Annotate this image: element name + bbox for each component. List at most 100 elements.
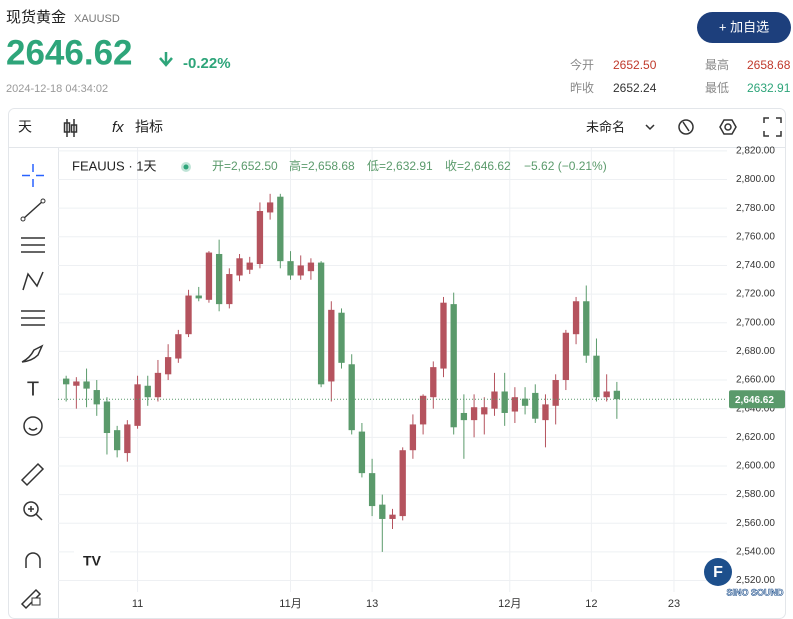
stat-label: 最低 xyxy=(705,81,729,95)
candle-body xyxy=(277,196,284,262)
candle-body xyxy=(164,357,172,375)
magnet-tool[interactable] xyxy=(25,552,41,568)
candle-body xyxy=(348,364,355,431)
fullscreen-button[interactable] xyxy=(763,117,782,137)
down-arrow xyxy=(159,52,173,67)
legend-close: 收=2,646.62 xyxy=(445,159,511,173)
legend-symbol: FEAUUS · 1天 xyxy=(72,158,157,173)
tv-logo-text: TV xyxy=(83,553,102,569)
fx-icon: fx xyxy=(112,119,124,136)
emoji-tool[interactable] xyxy=(23,416,43,436)
brush-tool[interactable] xyxy=(21,344,44,363)
candle-body xyxy=(113,430,121,451)
candle-body xyxy=(195,295,202,299)
y-tick-label: 2,560.00 xyxy=(736,518,775,529)
candle-body xyxy=(185,295,192,335)
x-tick-label: 12月 xyxy=(498,598,521,610)
candle-body xyxy=(226,274,233,305)
stat-value: 2652.50 xyxy=(613,58,657,72)
interval-button[interactable]: 天 xyxy=(18,119,32,135)
candle-body xyxy=(542,404,549,421)
y-tick-label: 2,780.00 xyxy=(736,203,775,214)
y-tick-label: 2,700.00 xyxy=(736,317,775,328)
candle-body xyxy=(205,252,213,300)
y-tick-label: 2,760.00 xyxy=(736,231,775,242)
y-tick-label: 2,580.00 xyxy=(736,489,775,500)
zoom-tool[interactable] xyxy=(23,501,43,521)
candle-body xyxy=(511,397,519,412)
candle-body xyxy=(552,380,559,406)
add-watch-button[interactable] xyxy=(697,12,791,43)
candle-body xyxy=(562,332,570,381)
y-tick-label: 2,660.00 xyxy=(736,375,775,386)
candle-body xyxy=(593,355,600,398)
x-tick-label: 11月 xyxy=(279,598,301,610)
candle-body xyxy=(470,407,478,421)
candle-body xyxy=(144,385,151,398)
candle-body xyxy=(368,473,376,507)
y-tick-label: 2,540.00 xyxy=(736,547,775,558)
legend-open: 开=2,652.50 xyxy=(212,159,278,173)
y-tick-label: 2,820.00 xyxy=(736,146,775,157)
candle-body xyxy=(379,504,386,519)
x-tick-label: 13 xyxy=(366,598,378,610)
candle-body xyxy=(430,367,437,398)
chart-frame xyxy=(8,108,786,619)
pattern-tool[interactable] xyxy=(22,271,44,291)
legend-change: −5.62 (−0.21%) xyxy=(524,159,607,173)
indicators-button[interactable]: 指标 xyxy=(135,119,163,135)
candle-body xyxy=(103,401,111,434)
candle-body xyxy=(409,424,417,451)
stat-label: 昨收 xyxy=(570,81,594,95)
y-tick-label: 2,620.00 xyxy=(736,432,775,443)
last-price-tag xyxy=(729,390,785,409)
alert-button[interactable] xyxy=(678,119,694,135)
watermark: SINO SOUND xyxy=(726,587,784,597)
candle-body xyxy=(124,424,131,454)
y-tick-label: 2,600.00 xyxy=(736,461,775,472)
tv-logo xyxy=(74,546,110,578)
watermark-letter: F xyxy=(713,564,723,581)
projection-tool[interactable] xyxy=(21,310,45,326)
crosshair-tool[interactable] xyxy=(22,164,44,187)
plot-area xyxy=(58,148,727,592)
candle-body xyxy=(215,253,223,305)
add-watch-label: + 加自选 xyxy=(719,19,769,34)
x-tick-label: 11 xyxy=(132,598,143,610)
layout-button[interactable]: 未命名 xyxy=(586,119,625,134)
candle-body xyxy=(154,372,162,398)
candle-body xyxy=(532,392,539,419)
candle-type-button[interactable] xyxy=(63,119,78,137)
candle-body xyxy=(419,395,427,425)
last-price-label: 2,646.62 xyxy=(735,395,774,406)
lock-tool[interactable] xyxy=(20,588,42,610)
y-tick-label: 2,740.00 xyxy=(736,260,775,271)
candle-body xyxy=(317,262,325,385)
text-tool[interactable]: T xyxy=(27,378,39,400)
stat-value: 2632.91 xyxy=(747,81,791,95)
candle-body xyxy=(246,262,253,270)
candle-body xyxy=(83,381,90,389)
candle-body xyxy=(358,431,366,474)
candle-body xyxy=(73,381,80,386)
candle-body xyxy=(287,261,294,276)
status-dot xyxy=(183,164,189,170)
candle-body xyxy=(572,301,580,335)
candle-body xyxy=(256,211,264,265)
fib-tool[interactable] xyxy=(21,237,45,253)
candle-body xyxy=(491,391,498,409)
settings-button[interactable] xyxy=(719,119,737,135)
stat-label: 最高 xyxy=(705,57,729,72)
legend-low: 低=2,632.91 xyxy=(367,159,433,173)
stat-value: 2658.68 xyxy=(747,58,791,72)
ruler-tool[interactable] xyxy=(20,462,45,487)
candle-body xyxy=(460,412,468,421)
title: 现货黄金 xyxy=(6,9,66,26)
y-tick-label: 2,640.00 xyxy=(736,403,775,414)
dropdown-icon xyxy=(645,124,655,131)
candle-body xyxy=(307,262,315,272)
stat-value: 2652.24 xyxy=(613,81,657,95)
candle-body xyxy=(450,304,457,428)
y-tick-label: 2,800.00 xyxy=(736,174,775,185)
line-tool[interactable] xyxy=(20,198,46,222)
